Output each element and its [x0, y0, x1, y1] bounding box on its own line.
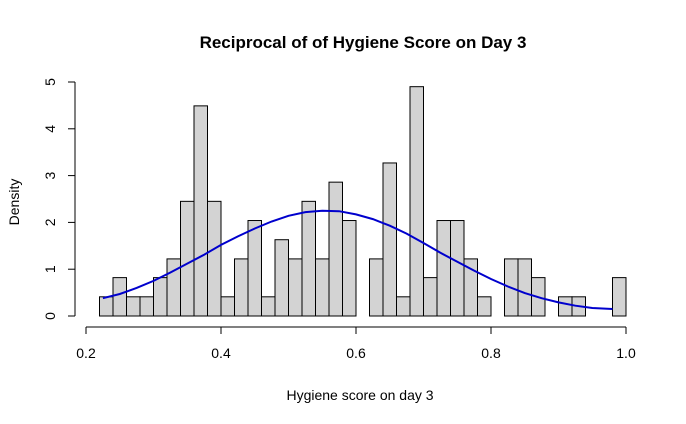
histogram-bar-12: [261, 296, 276, 317]
histogram-bar-6: [180, 200, 195, 317]
y-tick-label: 4: [42, 125, 58, 133]
histogram-bar-31: [517, 258, 532, 317]
x-tick-label: 0.8: [481, 345, 501, 361]
histogram-bar-22: [396, 296, 411, 317]
histogram-bar-14: [288, 258, 303, 317]
x-axis: 0.2 0.4 0.6 0.8 1.0: [76, 326, 636, 361]
histogram-bar-24: [423, 277, 438, 317]
histogram-bar-25: [436, 220, 451, 317]
histogram-bar-15: [301, 200, 316, 317]
x-tick-label: 0.2: [76, 345, 96, 361]
y-axis: 0 1 2 3 4 5: [42, 78, 76, 320]
histogram-bar-8: [207, 200, 222, 317]
histogram-bar-23: [409, 86, 424, 317]
y-tick-label: 2: [42, 218, 58, 226]
y-tick-label: 5: [42, 78, 58, 86]
y-tick-label: 0: [42, 312, 58, 320]
histogram-bar-1: [112, 277, 127, 317]
bars-group: [99, 86, 627, 317]
x-tick-label: 1.0: [616, 345, 636, 361]
histogram-bar-11: [247, 220, 262, 317]
histogram-bar-28: [477, 296, 492, 317]
histogram-bar-2: [126, 296, 141, 317]
histogram-bar-16: [315, 258, 330, 317]
x-tick-label: 0.4: [211, 345, 231, 361]
x-tick-label: 0.6: [346, 345, 366, 361]
chart-title: Reciprocal of of Hygiene Score on Day 3: [200, 33, 527, 52]
x-axis-label: Hygiene score on day 3: [286, 387, 433, 403]
histogram-bar-38: [612, 277, 627, 317]
density-curve: [102, 209, 613, 310]
histogram-bar-13: [274, 239, 289, 317]
histogram-bar-3: [139, 296, 154, 317]
histogram-bar-4: [153, 277, 168, 317]
histogram-bar-10: [234, 258, 249, 317]
histogram-bar-26: [450, 220, 465, 317]
histogram-bar-34: [558, 296, 573, 317]
histogram-bar-9: [220, 296, 235, 317]
y-tick-label: 1: [42, 265, 58, 273]
histogram-bar-7: [193, 105, 208, 317]
histogram-bar-27: [463, 258, 478, 317]
y-axis-label: Density: [6, 179, 22, 226]
histogram-bar-20: [369, 258, 384, 317]
histogram-bar-17: [328, 181, 343, 317]
y-tick-label: 3: [42, 171, 58, 179]
histogram-bar-18: [342, 220, 357, 317]
histogram-bar-21: [382, 162, 397, 317]
histogram-bar-0: [99, 296, 114, 317]
